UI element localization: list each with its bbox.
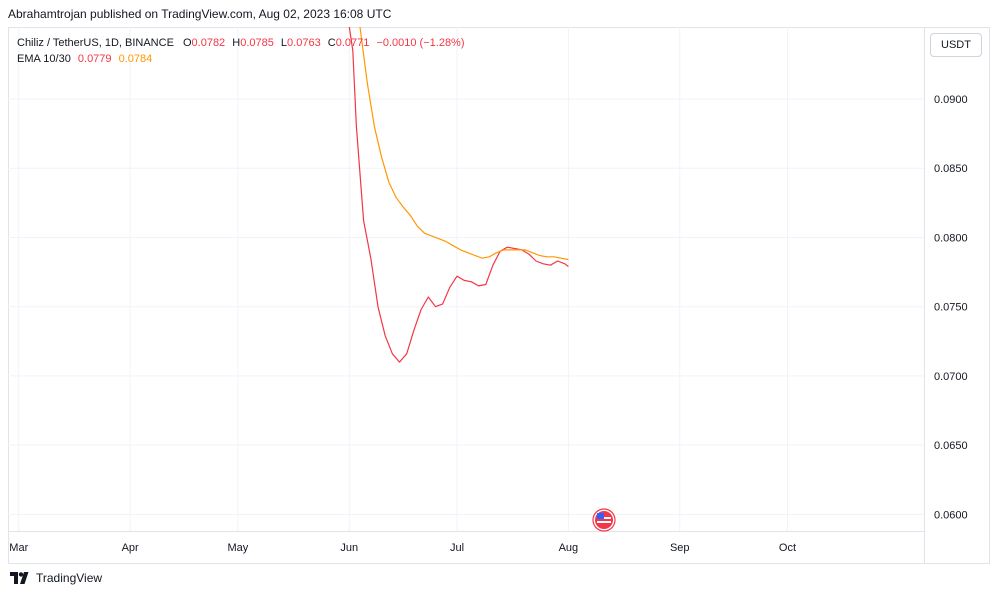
ema-label[interactable]: EMA 10/30 xyxy=(17,53,71,65)
ema30-value: 0.0784 xyxy=(118,53,153,65)
series-lines xyxy=(348,27,569,363)
chart-canvas[interactable]: Mar Apr May Jun Jul Aug Sep Oct 0.09000.08500.0… xyxy=(8,27,990,564)
y-tick-label: 0.0700 xyxy=(934,371,968,383)
x-axis: Mar Apr May Jun Jul Aug Sep Oct xyxy=(9,542,796,554)
open-value: 0.0782 xyxy=(191,37,226,49)
x-tick-label: Jul xyxy=(450,542,464,554)
chart-frame xyxy=(8,27,990,564)
x-tick-label: Sep xyxy=(670,542,690,554)
y-axis: 0.0900 0.0850 0.0800 0.0750 0.0700 0.0650 0.06… xyxy=(934,94,968,521)
ema10-value: 0.0779 xyxy=(77,53,112,65)
x-tick-label: May xyxy=(228,542,249,554)
high-value: 0.0785 xyxy=(240,37,274,49)
chart-legend: Chiliz / TetherUS, 1D, BINANCE O0.0782 H… xyxy=(17,35,465,67)
series-line-ema30[interactable] xyxy=(359,27,569,261)
event-marker[interactable] xyxy=(592,508,616,532)
grid-lines xyxy=(8,27,925,564)
brand-name: TradingView xyxy=(36,571,103,585)
x-tick-label: Apr xyxy=(122,542,139,554)
y-tick-label: 0.0800 xyxy=(934,232,968,244)
y-tick-label: 0.0750 xyxy=(934,302,968,314)
symbol-name[interactable]: Chiliz / TetherUS, 1D, BINANCE xyxy=(17,37,174,49)
close-label: C xyxy=(327,37,336,49)
legend-row-ema: EMA 10/30 0.0779 0.0784 xyxy=(17,51,465,67)
low-value: 0.0763 xyxy=(287,37,321,49)
y-tick-label: 0.0900 xyxy=(934,94,968,106)
x-tick-label: Jun xyxy=(340,542,358,554)
low-label: L xyxy=(280,37,288,49)
legend-row-price: Chiliz / TetherUS, 1D, BINANCE O0.0782 H… xyxy=(17,35,465,51)
footer-brand[interactable]: TradingView xyxy=(10,571,102,585)
tradingview-logo-icon xyxy=(10,572,29,584)
change-value: −0.0010 (−1.28%) xyxy=(376,37,465,49)
open-label: O xyxy=(182,37,192,49)
y-tick-label: 0.0850 xyxy=(934,163,968,175)
publish-info: Abrahamtrojan published on TradingView.c… xyxy=(8,7,392,21)
x-tick-label: Oct xyxy=(779,542,796,554)
y-tick-label: 0.0650 xyxy=(934,440,968,452)
close-value: 0.0771 xyxy=(335,37,370,49)
x-tick-label: Mar xyxy=(9,542,28,554)
x-tick-label: Aug xyxy=(559,542,579,554)
high-label: H xyxy=(232,37,241,49)
series-line-ema10[interactable] xyxy=(348,27,569,363)
currency-button[interactable]: USDT xyxy=(930,33,982,57)
y-tick-label: 0.0600 xyxy=(934,509,968,521)
